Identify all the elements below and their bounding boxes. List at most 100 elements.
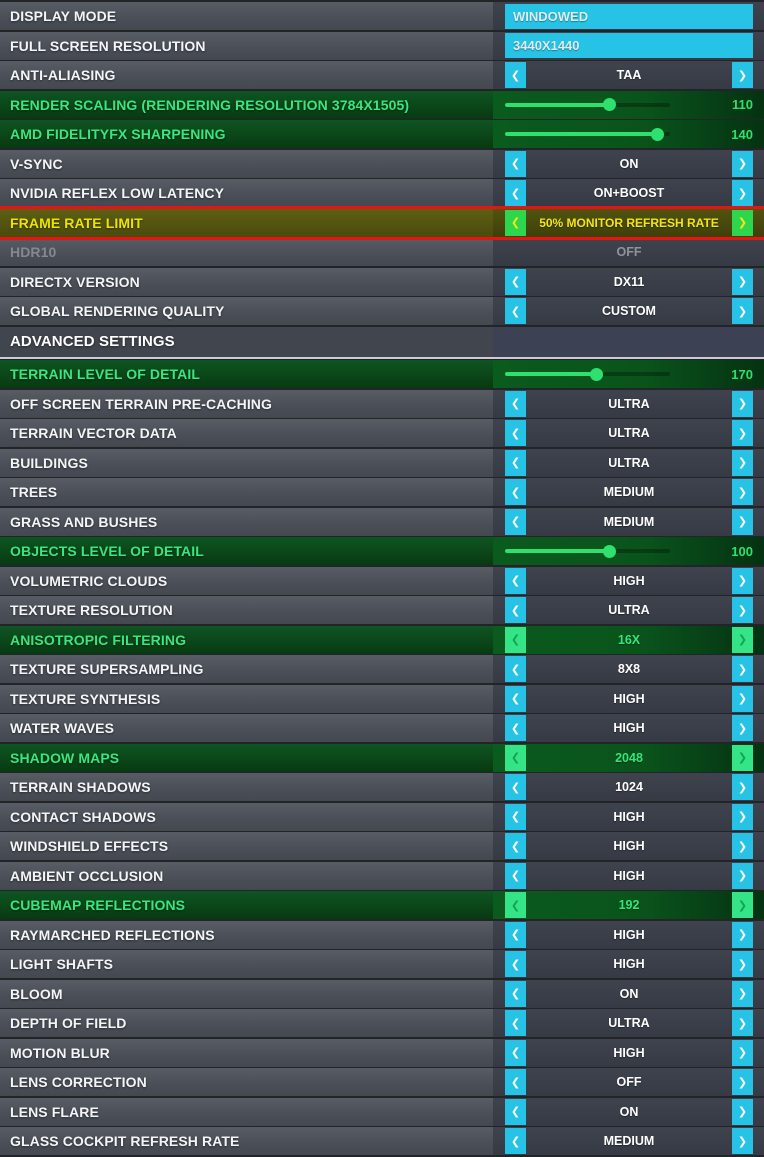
next-arrow-button[interactable]: ❯ [732, 715, 753, 741]
setting-row-off-screen-terrain-pre-caching: OFF SCREEN TERRAIN PRE-CACHING ❮ ULTRA ❯ [0, 389, 764, 418]
next-arrow-button[interactable]: ❯ [732, 626, 753, 653]
next-arrow-button[interactable]: ❯ [732, 390, 753, 417]
prev-arrow-button[interactable]: ❮ [505, 833, 526, 859]
setting-label: TEXTURE RESOLUTION [10, 602, 173, 618]
slider[interactable] [505, 120, 670, 148]
setting-value-area: ❮ MEDIUM ❯ [493, 478, 764, 506]
prev-arrow-button[interactable]: ❮ [505, 449, 526, 476]
next-arrow-button[interactable]: ❯ [732, 803, 753, 830]
setting-label: DEPTH OF FIELD [10, 1015, 127, 1031]
next-arrow-button[interactable]: ❯ [732, 921, 753, 948]
setting-value: HIGH [613, 809, 645, 824]
prev-arrow-button[interactable]: ❮ [505, 685, 526, 712]
prev-arrow-button[interactable]: ❮ [505, 1010, 526, 1036]
prev-arrow-button[interactable]: ❮ [505, 951, 526, 977]
setting-label-area: SHADOW MAPS [0, 743, 493, 772]
prev-arrow-button[interactable]: ❮ [505, 774, 526, 800]
next-arrow-button[interactable]: ❯ [732, 1069, 753, 1095]
next-arrow-button[interactable]: ❯ [732, 150, 753, 177]
setting-row-directx-version: DIRECTX VERSION ❮ DX11 ❯ [0, 267, 764, 296]
next-arrow-button[interactable]: ❯ [732, 862, 753, 889]
setting-row-trees: TREES ❮ MEDIUM ❯ [0, 478, 764, 506]
prev-arrow-button[interactable]: ❮ [505, 597, 526, 623]
prev-arrow-button[interactable]: ❮ [505, 626, 526, 653]
setting-value: HIGH [613, 927, 645, 942]
next-arrow-button[interactable]: ❯ [732, 833, 753, 859]
prev-arrow-button[interactable]: ❮ [505, 298, 526, 324]
next-arrow-button[interactable]: ❯ [732, 449, 753, 476]
next-arrow-button[interactable]: ❯ [732, 268, 753, 295]
prev-arrow-button[interactable]: ❮ [505, 479, 526, 505]
prev-arrow-button[interactable]: ❮ [505, 1098, 526, 1125]
prev-arrow-button[interactable]: ❮ [505, 980, 526, 1007]
prev-arrow-button[interactable]: ❮ [505, 268, 526, 295]
setting-label: TERRAIN LEVEL OF DETAIL [10, 366, 201, 382]
text-input[interactable]: WINDOWED [505, 3, 753, 29]
slider[interactable] [505, 91, 670, 119]
setting-row-display-mode: DISPLAY MODE WINDOWED [0, 2, 764, 30]
next-arrow-button[interactable]: ❯ [732, 508, 753, 535]
next-arrow-button[interactable]: ❯ [732, 597, 753, 623]
setting-label-area: HDR10 [0, 238, 493, 266]
prev-arrow-button[interactable]: ❮ [505, 209, 526, 236]
setting-value-area: 140 [493, 120, 764, 148]
setting-label: AMD FIDELITYFX SHARPENING [10, 126, 226, 142]
prev-arrow-button[interactable]: ❮ [505, 862, 526, 889]
setting-label: LENS FLARE [10, 1103, 99, 1120]
setting-value: 50% MONITOR REFRESH RATE [539, 215, 719, 230]
prev-arrow-button[interactable]: ❮ [505, 744, 526, 771]
prev-arrow-button[interactable]: ❮ [505, 803, 526, 830]
slider[interactable] [505, 537, 670, 565]
prev-arrow-button[interactable]: ❮ [505, 921, 526, 948]
prev-arrow-button[interactable]: ❮ [505, 420, 526, 446]
setting-row-texture-supersampling: TEXTURE SUPERSAMPLING ❮ 8X8 ❯ [0, 655, 764, 683]
prev-arrow-button[interactable]: ❮ [505, 62, 526, 88]
setting-value: HIGH [613, 691, 645, 706]
prev-arrow-button[interactable]: ❮ [505, 180, 526, 206]
slider-thumb[interactable] [589, 367, 603, 381]
next-arrow-button[interactable]: ❯ [732, 298, 753, 324]
prev-arrow-button[interactable]: ❮ [505, 150, 526, 177]
setting-label-area: NVIDIA REFLEX LOW LATENCY [0, 179, 493, 207]
setting-value-area: ❮ ON ❯ [493, 149, 764, 178]
next-arrow-button[interactable]: ❯ [732, 567, 753, 594]
slider-fill [505, 102, 609, 107]
text-input[interactable]: 3440X1440 [505, 33, 753, 58]
next-arrow-button[interactable]: ❯ [732, 1098, 753, 1125]
next-arrow-button[interactable]: ❯ [732, 180, 753, 206]
next-arrow-button[interactable]: ❯ [732, 951, 753, 977]
prev-arrow-button[interactable]: ❮ [505, 1128, 526, 1154]
slider[interactable] [505, 360, 670, 388]
prev-arrow-button[interactable]: ❮ [505, 1069, 526, 1095]
setting-label-area: TEXTURE RESOLUTION [0, 596, 493, 624]
setting-value-area: 100 [493, 537, 764, 565]
next-arrow-button[interactable]: ❯ [732, 656, 753, 682]
setting-value: OFF [616, 1075, 642, 1089]
next-arrow-button[interactable]: ❯ [732, 1010, 753, 1036]
prev-arrow-button[interactable]: ❮ [505, 567, 526, 594]
prev-arrow-button[interactable]: ❮ [505, 1039, 526, 1066]
next-arrow-button[interactable]: ❯ [732, 1039, 753, 1066]
next-arrow-button[interactable]: ❯ [732, 685, 753, 712]
prev-arrow-button[interactable]: ❮ [505, 390, 526, 417]
next-arrow-button[interactable]: ❯ [732, 980, 753, 1007]
setting-value-area: ❮ 1024 ❯ [493, 773, 764, 801]
next-arrow-button[interactable]: ❯ [732, 744, 753, 771]
next-arrow-button[interactable]: ❯ [732, 209, 753, 236]
slider-thumb[interactable] [650, 127, 664, 141]
slider-thumb[interactable] [602, 544, 616, 558]
setting-value-area: OFF [493, 238, 764, 266]
next-arrow-button[interactable]: ❯ [732, 479, 753, 505]
next-arrow-button[interactable]: ❯ [732, 62, 753, 88]
setting-value: HIGH [613, 839, 645, 853]
slider-thumb[interactable] [602, 98, 616, 111]
next-arrow-button[interactable]: ❯ [732, 774, 753, 800]
prev-arrow-button[interactable]: ❮ [505, 715, 526, 741]
setting-label-area: AMD FIDELITYFX SHARPENING [0, 120, 493, 148]
next-arrow-button[interactable]: ❯ [732, 1128, 753, 1154]
next-arrow-button[interactable]: ❯ [732, 892, 753, 918]
prev-arrow-button[interactable]: ❮ [505, 892, 526, 918]
prev-arrow-button[interactable]: ❮ [505, 656, 526, 682]
prev-arrow-button[interactable]: ❮ [505, 508, 526, 535]
next-arrow-button[interactable]: ❯ [732, 420, 753, 446]
